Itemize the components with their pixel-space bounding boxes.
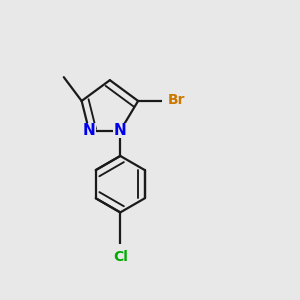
Text: Br: Br [168, 93, 185, 107]
Bar [111, 244, 129, 259]
Text: N: N [83, 123, 95, 138]
Bar [82, 123, 97, 138]
Text: Cl: Cl [113, 250, 128, 264]
Bar [113, 123, 128, 138]
Bar [162, 94, 186, 108]
Text: N: N [114, 123, 127, 138]
